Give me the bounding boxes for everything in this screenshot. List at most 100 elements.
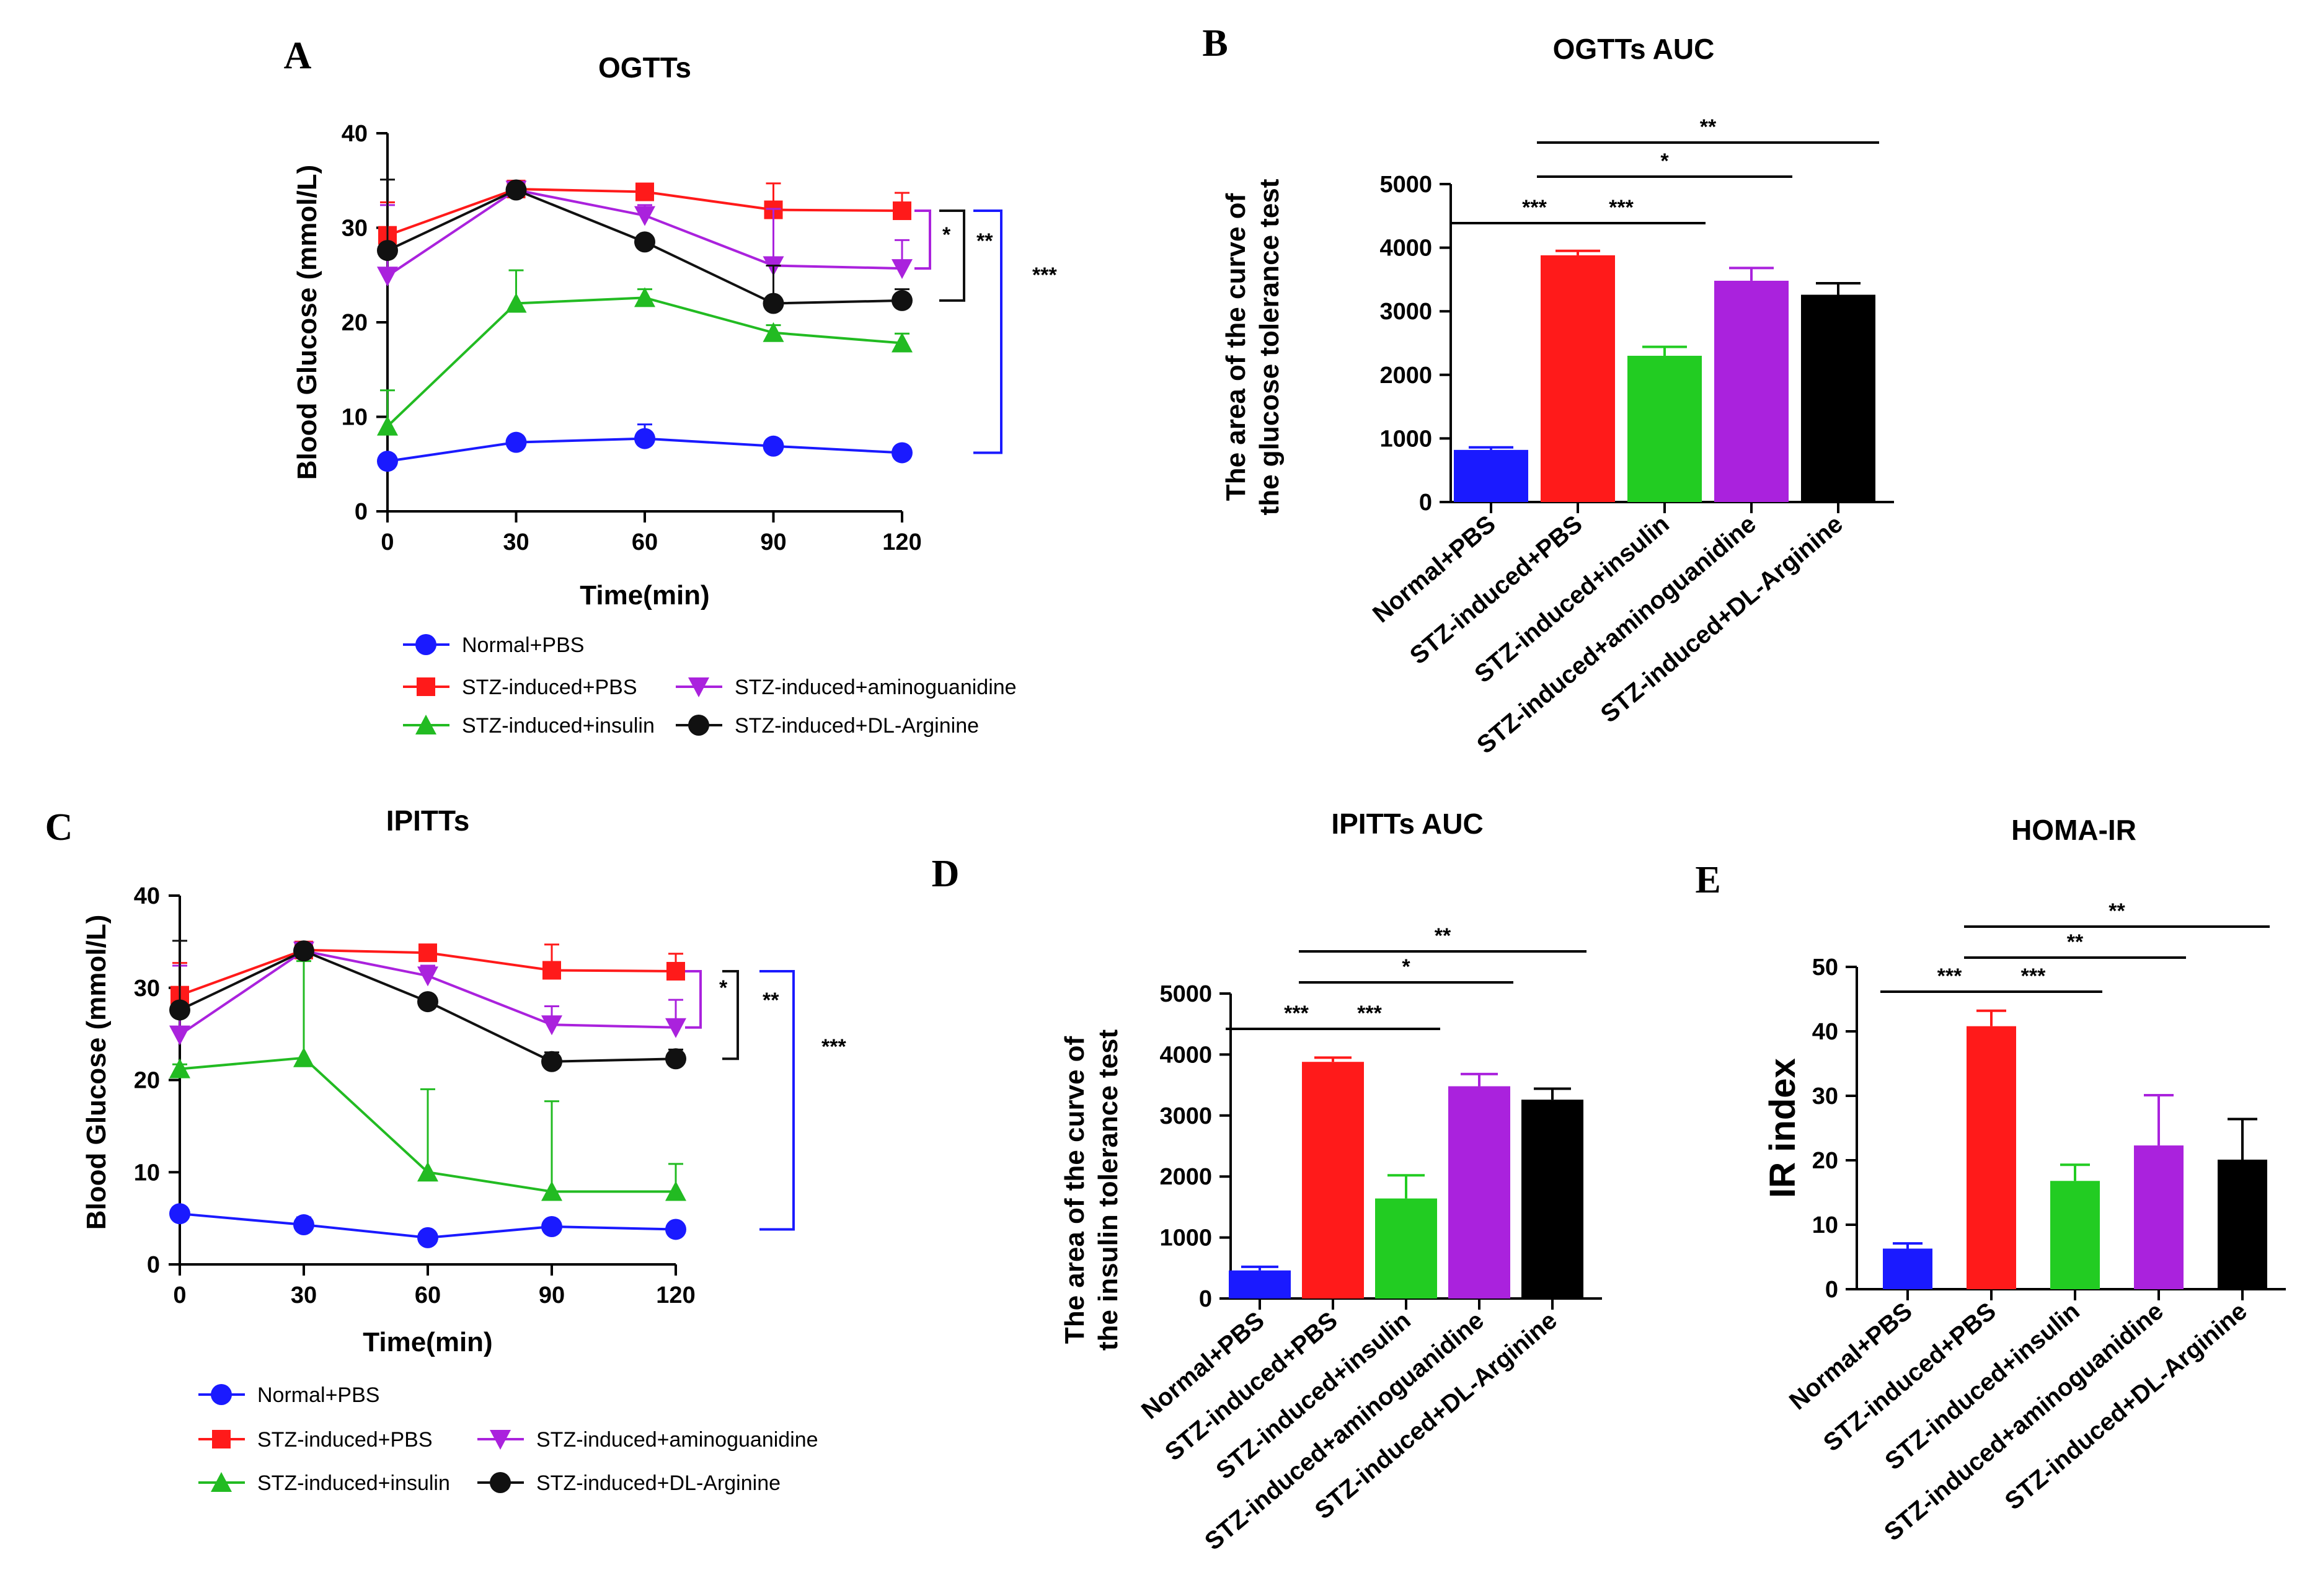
data-point [634,206,655,226]
legend-item: STZ-induced+DL-Arginine [477,1471,781,1495]
data-point [169,999,190,1021]
x-tick-label: 0 [381,529,394,555]
significance-label: *** [1357,1002,1382,1025]
category-label: Normal+PBS [1136,1307,1270,1424]
y-tick-label: 5000 [1379,172,1432,198]
y-tick-label: 1000 [1159,1225,1212,1251]
data-point [892,259,913,280]
bar [1454,449,1528,502]
series-4 [169,940,686,1072]
data-point [377,415,398,436]
x-tick-label: 120 [882,529,921,555]
data-point [892,332,913,353]
x-tick-label: 120 [656,1282,695,1308]
significance-label: * [719,976,728,1000]
y-tick-label: 0 [147,1252,160,1278]
legend-item: STZ-induced+PBS [198,1428,433,1452]
data-point [418,943,437,963]
legend-marker [211,1384,232,1405]
chart-title: IPITTs [386,805,470,837]
data-point [665,1048,686,1070]
y-tick-label: 20 [342,310,368,336]
data-point [634,428,655,449]
significance-bracket [759,969,795,1231]
legend-item: Normal+PBS [403,633,584,657]
data-point [541,1015,562,1036]
x-axis-label: Time(min) [580,580,709,611]
data-point [169,1058,190,1078]
legend-marker [417,677,435,696]
legend-item: STZ-induced+PBS [403,676,637,699]
legend-label: STZ-induced+aminoguanidine [536,1428,818,1452]
data-point [293,940,314,962]
y-axis-label: Blood Glucose (mmol/L) [292,165,322,480]
y-tick-label: 30 [1812,1083,1838,1109]
y-tick-label: 40 [1812,1019,1838,1045]
data-point [634,231,655,253]
panel-label: A [284,35,312,77]
panel-label: E [1695,859,1720,901]
panel-c: C IPITTs 0 10 20 30 40 0 30 60 90 120 Blood Glucose … [45,805,847,1495]
y-axis-label: Blood Glucose (mmol/L) [81,915,112,1230]
significance-label: ** [976,229,993,253]
legend-marker [415,715,436,734]
significance-bracket [685,969,702,1029]
y-tick-label: 40 [134,883,160,909]
chart-title: OGTTs [598,51,691,84]
data-point [763,435,784,457]
legend-item: STZ-induced+aminoguanidine [477,1428,818,1452]
legend-label: STZ-induced+PBS [257,1428,433,1452]
y-axis-label: the glucose tolerance test [1254,179,1285,515]
data-point [417,1162,438,1182]
significance-label: *** [1937,964,1962,988]
y-axis-label: The area of the curve of [1221,193,1251,501]
significance-bracket [973,209,1002,454]
bar [1302,1062,1364,1298]
legend-item: Normal+PBS [198,1383,379,1407]
y-tick-label: 30 [342,216,368,242]
significance-label: *** [2021,964,2046,988]
y-tick-label: 2000 [1159,1164,1212,1190]
y-tick-label: 1000 [1379,426,1432,452]
bar [1627,356,1702,502]
series-line [386,296,903,428]
legend-item: STZ-induced+insulin [403,714,655,738]
data-point [635,182,654,201]
panel-label: D [932,853,960,895]
panel-a: A OGTTs 0 10 20 30 40 0 30 60 90 120 Blood Glucose (… [284,35,1058,738]
legend-label: STZ-induced+PBS [462,676,637,699]
data-point [892,442,913,464]
data-point [893,201,911,221]
bar [1375,1198,1437,1298]
significance-label: *** [1032,263,1057,287]
y-tick-label: 20 [134,1068,160,1094]
bar [1521,1100,1583,1298]
y-tick-label: 0 [355,499,368,525]
y-axis-label: The area of the curve of [1060,1036,1090,1344]
chart-title: IPITTs AUC [1331,808,1483,840]
y-tick-label: 4000 [1159,1042,1212,1068]
y-tick-label: 0 [1419,490,1432,516]
data-point [417,1227,438,1248]
legend-marker [688,715,709,736]
significance-bracket [722,969,739,1060]
significance-label: ** [2109,899,2125,923]
x-tick-label: 30 [291,1282,317,1308]
significance-label: *** [1284,1002,1309,1025]
data-point [293,1047,314,1067]
y-tick-label: 4000 [1379,236,1432,262]
panel-label: B [1202,22,1228,64]
y-tick-label: 0 [1199,1286,1212,1312]
legend-marker [211,1472,232,1492]
data-point [666,961,685,981]
y-tick-label: 0 [1825,1277,1838,1303]
bar [2050,1181,2100,1289]
data-point [634,287,655,307]
data-point [377,451,398,472]
x-axis-label: Time(min) [363,1327,492,1357]
legend-label: STZ-induced+DL-Arginine [536,1471,781,1495]
x-tick-label: 30 [503,529,529,555]
data-point [377,267,398,287]
data-point [505,179,527,201]
